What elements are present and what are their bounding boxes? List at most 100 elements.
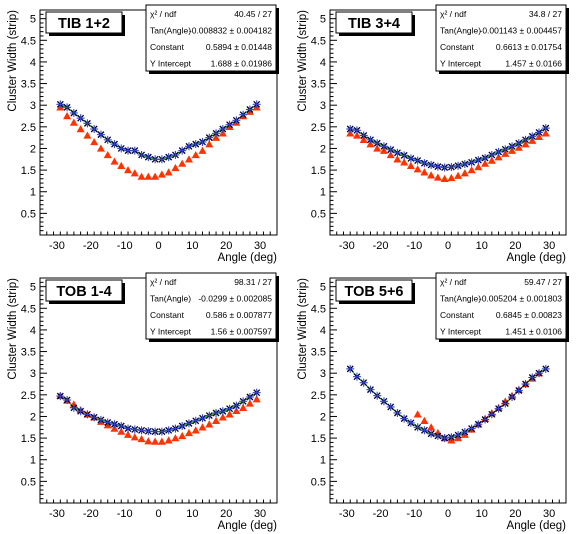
y-tick-label: 3	[320, 100, 326, 112]
star-point	[76, 114, 85, 123]
triangle-point	[90, 137, 99, 146]
star-point	[69, 108, 78, 117]
y-tick-label: 5	[320, 282, 326, 294]
x-tick-label: 30	[254, 508, 266, 520]
triangle-point	[373, 144, 382, 152]
star-point	[386, 145, 395, 154]
y-tick-label: 4.5	[21, 35, 36, 47]
x-tick-label: 30	[543, 508, 555, 520]
y-tick-label: 4	[320, 57, 326, 69]
star-point	[379, 397, 388, 406]
star-point	[96, 130, 105, 139]
x-tick-label: -20	[373, 240, 389, 252]
x-tick-label: 20	[509, 508, 521, 520]
star-point	[232, 116, 241, 125]
y-tick-label: 2	[320, 143, 326, 155]
triangle-point	[164, 168, 173, 176]
star-point	[359, 131, 368, 140]
stats-value: -0.001143 ± 0.004457	[480, 26, 563, 36]
x-tick-label: 20	[220, 240, 232, 252]
x-tick-label: -30	[339, 240, 355, 252]
star-point	[225, 404, 234, 413]
y-tick-label: 4	[30, 325, 36, 337]
star-point	[373, 391, 382, 400]
star-point	[400, 414, 409, 423]
y-tick-label: 4	[30, 57, 36, 69]
star-point	[366, 135, 375, 144]
stats-label: Tan(Angle)	[440, 294, 481, 304]
panel-title: TIB 3+4	[348, 16, 400, 32]
star-point	[110, 140, 119, 149]
x-axis-title: Angle (deg)	[218, 252, 278, 264]
triangle-point	[232, 406, 241, 415]
star-point	[130, 425, 139, 434]
y-tick-label: 3	[320, 368, 326, 380]
star-point	[481, 153, 490, 162]
stats-label: Constant	[150, 310, 185, 320]
y-tick-label: 1	[320, 455, 326, 467]
y-tick-label: 0.5	[311, 208, 326, 220]
star-point	[252, 100, 261, 109]
star-point	[191, 140, 200, 149]
x-axis-title: Angle (deg)	[507, 520, 567, 532]
y-tick-label: 3.5	[21, 79, 36, 91]
stats-value: -0.0299 ± 0.002085	[198, 294, 272, 304]
star-point	[474, 420, 483, 429]
star-point	[528, 132, 537, 141]
star-point	[427, 160, 436, 169]
star-point	[521, 380, 530, 389]
star-point	[212, 129, 221, 138]
triangle-point	[117, 427, 126, 435]
star-point	[83, 410, 92, 419]
triangle-point	[191, 150, 200, 159]
y-tick-label: 1.5	[21, 433, 36, 445]
x-tick-label: 0	[155, 508, 161, 520]
triangle-point	[130, 169, 139, 177]
x-tick-label: 20	[220, 508, 232, 520]
triangle-point	[171, 163, 180, 172]
triangle-point	[137, 172, 146, 180]
stats-value: 59.47 / 27	[524, 277, 562, 287]
triangle-point	[157, 437, 166, 445]
stats-label: χ² / ndf	[440, 9, 467, 19]
fit-curve	[60, 103, 258, 160]
star-point	[103, 135, 112, 144]
stats-value: 0.6845 ± 0.00823	[496, 310, 562, 320]
y-tick-label: 3.5	[311, 347, 326, 359]
triangle-point	[212, 416, 221, 424]
y-axis-title: Cluster Width (strip)	[7, 278, 19, 380]
star-point	[218, 407, 227, 416]
triangle-point	[137, 434, 146, 443]
stats-value: 1.688 ± 0.01986	[211, 59, 273, 69]
chart-panel-4: -30 -20 -10 0 10 20 30 0.5 1 1.5 2 2.5 3 3.5 4 4.5 5 Angl…	[297, 272, 569, 532]
triangle-point	[400, 158, 409, 166]
stats-label: Tan(Angle)	[150, 294, 191, 304]
star-point	[440, 434, 449, 443]
star-point	[454, 431, 463, 440]
star-point	[447, 163, 456, 172]
triangle-point	[393, 155, 402, 163]
panel-title: TOB 1-4	[56, 284, 111, 300]
star-point	[400, 151, 409, 160]
stats-label: Constant	[150, 42, 185, 52]
y-tick-label: 2	[30, 143, 36, 155]
star-point	[137, 426, 146, 435]
x-tick-label: -20	[83, 508, 99, 520]
x-tick-label: -20	[83, 240, 99, 252]
star-point	[157, 155, 166, 164]
y-tick-label: 5	[30, 282, 36, 294]
triangle-point	[83, 131, 92, 139]
stats-value: 98.31 / 27	[234, 277, 272, 287]
star-point	[541, 364, 550, 373]
triangle-point	[454, 171, 463, 179]
star-point	[239, 397, 248, 406]
star-point	[508, 392, 517, 401]
star-point	[198, 414, 207, 423]
star-point	[63, 103, 72, 112]
star-point	[433, 431, 442, 440]
triangle-point	[198, 423, 207, 431]
stats-value: 1.457 ± 0.0166	[505, 59, 562, 69]
star-point	[205, 411, 214, 420]
triangle-point	[352, 131, 361, 139]
x-tick-label: -30	[49, 240, 65, 252]
